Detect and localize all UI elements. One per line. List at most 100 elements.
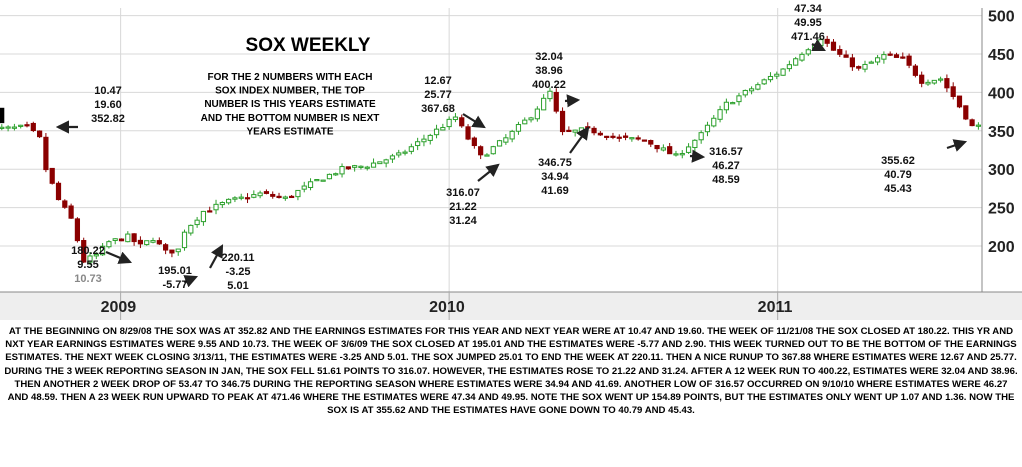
candle-body: [156, 240, 162, 245]
note-line: SOX INDEX NUMBER, THE TOP: [215, 86, 365, 97]
candle-body: [679, 153, 685, 156]
candle-body: [887, 53, 893, 56]
candle-body: [24, 124, 30, 127]
candle-body: [232, 197, 238, 200]
candle-body: [244, 197, 251, 200]
callout-label: 47.34: [794, 3, 822, 15]
candle-body: [685, 146, 692, 153]
candle-body: [944, 78, 950, 89]
callout-label: 48.59: [712, 174, 740, 186]
candle-body: [169, 249, 175, 254]
candle-body: [566, 129, 572, 133]
x-tick-label: 2011: [758, 299, 793, 316]
callout-label: 367.68: [421, 103, 455, 115]
sox-weekly-chart: 10.47 19.60 352.82 180.22 9.55 10.73 195.01 -5.…: [0, 3, 1022, 320]
callout-label: -5.77: [162, 279, 187, 291]
callout-label: 31.24: [449, 215, 477, 227]
callout-label: 25.77: [424, 89, 452, 101]
callout-arrow: [209, 244, 224, 269]
y-tick-label: 250: [988, 201, 1015, 218]
callout-45.43: 355.62 40.79 45.43: [881, 155, 915, 195]
candle-body: [774, 73, 780, 77]
callout-label: -3.25: [225, 266, 250, 278]
candle-body: [484, 154, 490, 157]
candle-body: [207, 210, 213, 213]
candle-body: [767, 75, 774, 81]
candle-body: [263, 191, 270, 194]
candle-body: [950, 86, 956, 97]
callout-label: 400.22: [532, 79, 566, 91]
candle-body: [68, 205, 74, 219]
candle-body: [396, 152, 402, 156]
y-tick-label: 200: [988, 239, 1015, 256]
callout-label: 32.04: [535, 51, 563, 63]
candle-body: [591, 127, 597, 134]
callout-label: 10.73: [74, 273, 102, 285]
candle-body: [181, 231, 188, 249]
candle-body: [667, 146, 673, 155]
candle-body: [440, 127, 446, 131]
candle-body: [711, 117, 717, 127]
candle-body: [49, 167, 55, 184]
candle-body: [843, 54, 849, 58]
candle-body: [648, 140, 654, 145]
candle-body: [81, 240, 87, 263]
note-line: YEARS ESTIMATE: [246, 126, 333, 137]
candle-body: [969, 119, 975, 127]
candle-body: [415, 141, 421, 147]
callout-label: 220.11: [221, 252, 254, 264]
callout-arrow: [105, 250, 133, 264]
candle-body: [333, 173, 339, 176]
candle-body: [837, 49, 843, 55]
candle-body: [515, 124, 522, 132]
x-axis: 2009 2010 2011: [0, 291, 1022, 320]
chart-title: SOX WEEKLY: [246, 35, 371, 56]
candle-body: [471, 137, 477, 147]
candle-body: [339, 166, 345, 175]
candle-body: [610, 135, 616, 138]
candle-body: [503, 137, 509, 143]
candle-body: [276, 195, 282, 199]
candle-body: [377, 161, 383, 165]
callout-label: 12.67: [424, 75, 452, 87]
candle-body: [175, 248, 181, 253]
candle-body: [597, 132, 603, 136]
candle-body: [874, 57, 881, 63]
callout-arrows: [55, 39, 968, 288]
candle-body: [137, 239, 144, 245]
callout-arrow: [946, 139, 968, 152]
callout-label: 180.22: [71, 245, 105, 257]
candle-body: [522, 119, 528, 125]
candle-body: [106, 241, 112, 248]
candle-body: [30, 122, 36, 132]
candle-body: [295, 189, 301, 198]
callout-label: 5.01: [227, 280, 248, 292]
callout-400.22: 32.04 38.96 400.22: [532, 51, 566, 91]
note-line: FOR THE 2 NUMBERS WITH EACH: [208, 72, 373, 83]
candle-body: [345, 166, 351, 170]
candle-body: [459, 117, 465, 127]
candle-body: [805, 49, 811, 55]
callout-label: 9.55: [77, 259, 98, 271]
callout-label: 40.79: [884, 169, 912, 181]
candle-body: [144, 240, 150, 246]
candle-body: [402, 151, 408, 154]
candle-body: [893, 54, 900, 58]
candle-body: [74, 218, 81, 242]
candle-body: [188, 224, 194, 234]
candle-body: [528, 117, 534, 121]
callout-220.11: 220.11 -3.25 5.01: [221, 252, 254, 292]
candle-body: [509, 130, 515, 140]
candle-body: [963, 105, 969, 120]
candle-body: [87, 255, 93, 263]
candle-body: [635, 137, 641, 140]
candle-body: [919, 74, 925, 84]
callout-367.68: 12.67 25.77 367.68: [421, 75, 455, 115]
callout-label: 34.94: [541, 171, 569, 183]
candle-body: [370, 162, 377, 168]
candle-body: [622, 135, 629, 138]
candle-body: [0, 107, 5, 124]
candle-body: [862, 63, 868, 70]
candle-body: [200, 210, 207, 223]
